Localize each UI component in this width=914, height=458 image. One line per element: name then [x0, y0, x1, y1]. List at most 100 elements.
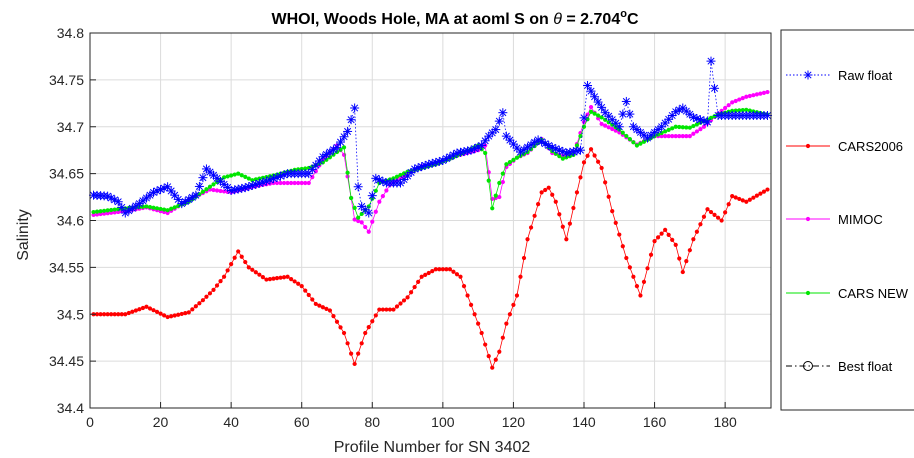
- data-point-cars2006: [281, 275, 287, 280]
- data-point-cars-new: [373, 188, 378, 193]
- data-point-cars2006: [257, 272, 262, 277]
- legend-item-raw-float: Raw float: [786, 68, 893, 83]
- data-point-raw-float: [131, 201, 141, 211]
- data-point-cars2006: [638, 293, 643, 298]
- data-point-cars-new: [606, 120, 611, 125]
- data-point-mimoc: [733, 98, 738, 104]
- data-point-cars2006: [708, 209, 714, 215]
- data-point-cars2006: [246, 265, 251, 270]
- data-point-mimoc: [497, 194, 502, 200]
- data-point-cars2006: [712, 212, 717, 217]
- x-tick-label: 160: [643, 414, 667, 430]
- data-point-cars2006: [176, 312, 181, 317]
- legend-item-mimoc: MIMOC: [786, 212, 883, 227]
- data-point-raw-float: [575, 145, 585, 155]
- data-point-raw-float: [628, 122, 638, 132]
- data-point-cars2006: [144, 304, 149, 309]
- data-point-cars-new: [229, 173, 234, 178]
- data-point-raw-float: [353, 182, 363, 192]
- data-point-cars-new: [624, 133, 629, 139]
- data-point-raw-float: [657, 122, 667, 132]
- data-point-cars2006: [320, 305, 325, 310]
- data-point-cars-new: [691, 123, 696, 129]
- x-tick-label: 80: [364, 414, 380, 430]
- data-point-cars-new: [109, 207, 114, 213]
- data-point-mimoc: [744, 94, 749, 99]
- data-point-cars2006: [648, 252, 654, 257]
- data-point-cars-new: [670, 126, 675, 131]
- data-point-cars-new: [303, 166, 308, 171]
- data-point-raw-float: [378, 176, 388, 186]
- data-point-cars2006: [525, 237, 530, 242]
- data-point-cars2006: [186, 310, 191, 315]
- data-point-cars2006: [592, 153, 597, 158]
- data-point-raw-float: [607, 115, 617, 125]
- y-tick-label: 34.75: [49, 72, 84, 88]
- data-point-cars-new: [581, 124, 587, 129]
- data-point-cars2006: [200, 298, 206, 303]
- data-point-cars2006: [345, 341, 350, 346]
- data-point-cars2006: [313, 301, 318, 307]
- data-point-cars-new: [169, 206, 174, 211]
- data-point-raw-float: [339, 132, 349, 142]
- data-point-cars-new: [147, 204, 153, 210]
- data-point-mimoc: [359, 220, 364, 225]
- data-point-cars2006: [384, 307, 389, 312]
- data-point-raw-float: [198, 173, 208, 183]
- data-point-cars2006: [190, 307, 195, 312]
- data-point-cars-new: [225, 174, 230, 179]
- data-point-cars2006: [500, 335, 505, 340]
- data-point-cars2006: [627, 265, 632, 270]
- data-point-cars2006: [221, 274, 227, 279]
- data-point-mimoc: [274, 180, 280, 186]
- data-point-mimoc: [603, 123, 608, 128]
- data-point-cars-new: [493, 193, 498, 198]
- data-point-cars-new: [557, 154, 562, 159]
- data-point-cars2006: [744, 199, 749, 204]
- data-point-raw-float: [660, 118, 670, 128]
- data-point-cars2006: [497, 349, 502, 354]
- data-point-cars2006: [677, 256, 682, 261]
- data-point-cars2006: [408, 290, 414, 295]
- data-point-cars2006: [433, 267, 438, 272]
- data-point-raw-float: [762, 111, 772, 120]
- data-point-mimoc: [299, 180, 304, 186]
- data-point-mimoc: [698, 126, 703, 132]
- x-tick-label: 40: [223, 414, 239, 430]
- legend-marker: [805, 143, 811, 149]
- data-point-raw-float: [643, 133, 653, 143]
- data-point-cars2006: [454, 272, 460, 277]
- data-point-cars2006: [641, 279, 647, 285]
- data-point-cars2006: [747, 197, 752, 202]
- data-point-cars2006: [193, 304, 198, 309]
- data-point-mimoc: [599, 121, 604, 127]
- data-point-cars2006: [543, 187, 548, 193]
- data-point-cars2006: [754, 193, 759, 198]
- data-point-raw-float: [403, 171, 413, 181]
- data-point-cars-new: [327, 155, 333, 160]
- data-point-raw-float: [272, 172, 282, 182]
- data-point-raw-float: [487, 128, 497, 138]
- data-point-cars2006: [663, 227, 668, 232]
- data-point-mimoc: [684, 134, 689, 139]
- data-point-raw-float: [346, 115, 356, 125]
- y-tick-label: 34.55: [49, 259, 84, 275]
- data-point-cars-new: [112, 207, 117, 212]
- data-point-cars2006: [472, 312, 477, 317]
- legend-marker: [805, 290, 811, 296]
- data-point-cars2006: [267, 276, 273, 282]
- data-point-cars2006: [437, 267, 442, 272]
- legend: Raw float CARS2006 MIMOC CARS NEW Best float: [780, 29, 914, 411]
- data-point-mimoc: [670, 134, 675, 139]
- data-point-mimoc: [366, 229, 371, 234]
- data-point-cars2006: [726, 202, 731, 207]
- data-point-cars-new: [356, 215, 361, 220]
- data-point-cars2006: [204, 294, 209, 299]
- data-point-cars-new: [394, 174, 400, 179]
- data-point-cars-new: [666, 127, 671, 132]
- data-point-mimoc: [296, 180, 301, 186]
- data-point-raw-float: [706, 56, 716, 66]
- data-point-cars2006: [327, 308, 333, 313]
- data-point-cars2006: [440, 267, 445, 272]
- data-point-cars2006: [553, 199, 558, 204]
